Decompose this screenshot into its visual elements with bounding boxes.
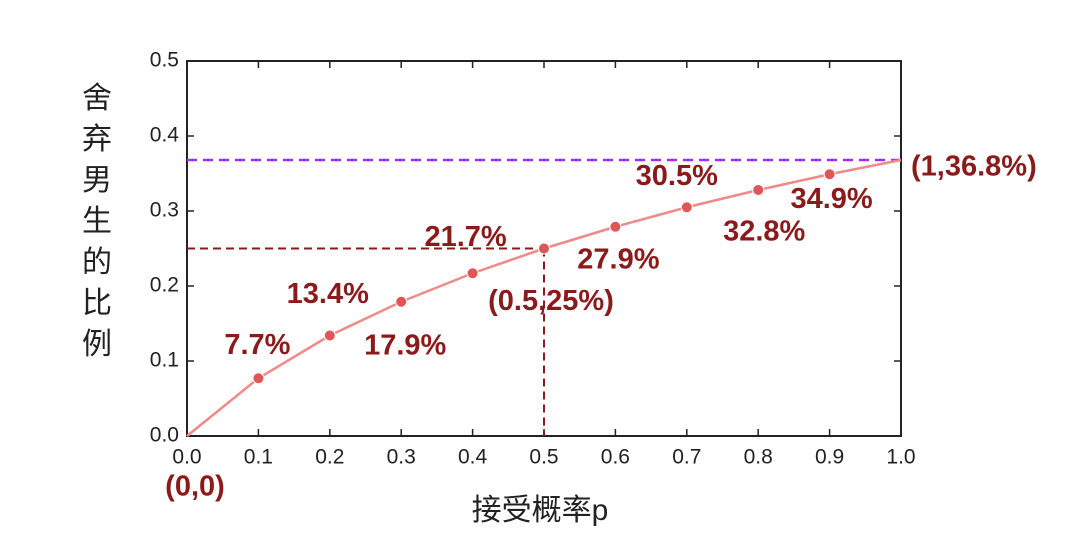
x-axis-title: 接受概率p (472, 494, 609, 527)
data-label: 13.4% (287, 278, 369, 310)
y-tick-label: 0.4 (150, 124, 180, 147)
annotation: (0,0) (165, 471, 225, 503)
data-point (609, 220, 622, 233)
y-tick-label: 0.1 (150, 349, 179, 372)
x-tick-label: 0.5 (529, 446, 558, 469)
y-axis-title: 舍弃男生的比例 (82, 82, 112, 361)
data-point (395, 295, 408, 308)
data-point (823, 168, 836, 181)
annotation: (0.5,25%) (488, 285, 614, 317)
x-tick-label: 1.0 (886, 446, 915, 469)
x-tick-label: 0.8 (744, 446, 773, 469)
data-label: 30.5% (636, 160, 718, 192)
y-tick-label: 0.0 (150, 424, 179, 447)
y-tick-label: 0.5 (150, 49, 179, 72)
data-label: 34.9% (790, 183, 872, 215)
y-tick-label: 0.2 (150, 274, 179, 297)
x-tick-label: 0.2 (315, 446, 344, 469)
data-point (466, 267, 479, 280)
x-tick-label: 0.7 (672, 446, 701, 469)
data-point (252, 372, 265, 385)
data-point (323, 329, 336, 342)
data-label: 7.7% (224, 329, 290, 361)
data-point (680, 201, 693, 214)
data-label: 27.9% (577, 243, 659, 275)
data-point (752, 184, 765, 196)
x-tick-label: 0.4 (458, 446, 488, 469)
x-tick-label: 0.3 (387, 446, 416, 469)
x-tick-label: 0.1 (244, 446, 273, 469)
y-tick-label: 0.3 (150, 199, 179, 222)
annotation: (1,36.8%) (911, 151, 1037, 183)
data-label: 17.9% (364, 329, 446, 361)
data-point (538, 242, 550, 255)
x-tick-label: 0.9 (815, 446, 844, 469)
x-tick-label: 0.0 (172, 446, 201, 469)
data-label: 32.8% (723, 216, 805, 248)
data-label: 21.7% (424, 221, 506, 253)
x-tick-label: 0.6 (601, 446, 630, 469)
